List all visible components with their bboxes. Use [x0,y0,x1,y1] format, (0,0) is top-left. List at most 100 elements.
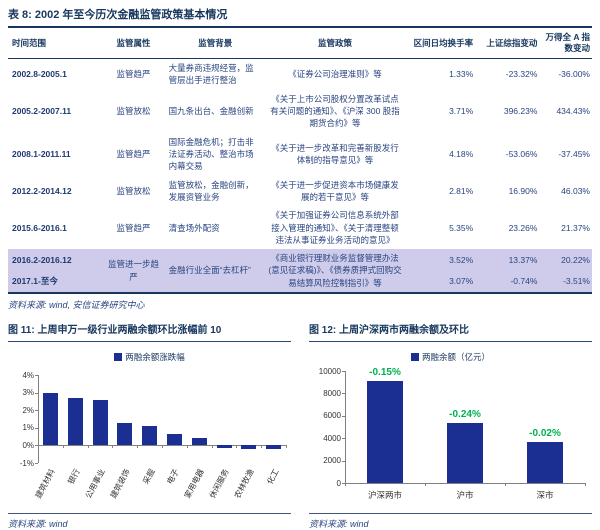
bar-沪深两市 [367,381,403,484]
column-header: 监管属性 [101,28,166,60]
y-axis-tick-label: 4000 [323,433,341,443]
cell-sse-change: 16.90% [508,185,538,196]
y-axis-tick [35,375,38,377]
cell-winda-change: -37.45% [558,148,590,159]
y-axis-tick [35,445,38,447]
cell-winda-change: -36.00% [558,69,590,80]
table-row: 2002.8-2005.1 监管趋严 大量券商违规经营，监管层出手进行整治 《证券公司… [8,59,592,90]
cell-attribute: 监管趋严 [116,222,151,233]
industry-margin-bar-chart: 4% 3% 2% 1% 0% -1% 建筑材料 银行 公用事业 建筑装饰 采掘 电子 家用电器 休闲服务农… [8,365,291,513]
figure-11-source-divider [8,513,291,515]
x-axis-label: 建筑装饰 [108,467,132,501]
x-axis-label: 公用事业 [83,467,107,501]
figure-12-source-divider [309,513,592,515]
y-axis-tick [35,427,38,429]
y-axis-tick [35,463,38,465]
x-axis-tick [162,445,163,449]
cell-policy: 《证券公司治理准则》等 [288,69,382,80]
cell-attribute: 监管放松 [116,185,151,196]
x-axis-label: 休闲服务 [207,467,231,501]
cell-policy: 《关于上市公司股权分置改革试点有关问题的通知》、《沪深 300 股指期货合约》等 [270,93,400,129]
table-source: 资料来源: wind, 安信证券研究中心 [8,300,145,311]
legend-swatch-icon [410,353,419,362]
bar-采掘 [142,426,158,446]
bar-深市 [527,441,563,484]
y-axis-tick-label: 3% [22,388,34,398]
x-axis-label: 化工 [264,467,281,486]
x-axis-label: 采掘 [140,467,157,486]
cell-time-range: 2016.2-2016.12 [8,249,102,271]
bar-公用事业 [92,399,108,446]
y-axis-tick-label: 8000 [323,388,341,398]
cell-attribute: 监管放松 [116,106,151,117]
y-axis-tick-label: 1% [22,423,34,433]
column-header: 上证综指变动 [475,28,540,60]
cell-turnover: 1.33% [449,69,474,80]
cell-winda-change: 21.37% [561,222,590,233]
cell-background: 国际金融危机；打击非法证券活动、整治市场内幕交易 [168,136,254,172]
cell-time-range: 2008.1-2011.11 [12,148,71,159]
table-header-row: 时间范围 监管属性 监管背景 监管政策 区间日均换手率 上证综指变动 万得全 A 指数变动 [8,28,592,60]
y-axis-tick [35,410,38,412]
y-axis-tick-label: 0 [336,478,341,488]
cell-sse-change: -23.32% [505,69,538,80]
x-axis-tick [186,445,188,449]
bar-建筑装饰 [117,422,133,446]
x-axis-line [345,483,585,485]
cell-background: 大量券商违规经营，监管层出手进行整治 [168,63,254,86]
cell-background: 监管放松，金融创新，发展资管业务 [168,179,254,202]
cell-sse-change: -53.06% [505,148,538,159]
x-axis-tick [87,445,89,449]
x-axis-tick [137,445,139,449]
x-axis-label: 银行 [66,467,83,486]
bar-休闲服务 [216,445,232,449]
cell-policy: 《关于进一步改革和完善新股发行体制的指导意见》等 [271,142,399,166]
figure-11-divider [8,341,291,343]
y-axis-line [38,375,39,464]
figure-12: 图 12: 上周沪深两市两融余额及环比 两融余额（亿元） 10000 8000 60… [309,318,592,530]
x-axis-tick [585,483,586,487]
y-axis-tick [342,393,345,395]
table-row: 2015.6-2016.1 监管趋严 清查场外配资 《关于加强证券公司信息系统外部接入… [8,206,592,249]
legend-label: 两融余额（亿元） [421,352,490,363]
column-header: 时间范围 [8,28,102,60]
cell-background: 国九条出台、金融创新 [168,106,254,117]
x-axis-tick [211,445,213,449]
bar-家用电器 [191,437,207,446]
legend-label: 两融余额涨跌幅 [125,352,185,363]
y-axis-tick-label: 2% [22,405,34,415]
bar-value-label: -0.02% [529,427,561,439]
x-axis-label: 家用电器 [183,467,207,501]
bar-电子 [166,434,182,446]
cell-turnover: 2.81% [449,185,474,196]
x-axis-tick [286,445,287,449]
column-header: 万得全 A 指数变动 [539,28,592,60]
table-title: 表 8: 2002 年至今历次金融监管政策基本情况 [8,9,228,21]
cell-sse-change: -0.74% [475,270,540,294]
cell-sse-change: 396.23% [503,106,538,117]
title-divider [8,26,592,28]
y-axis-tick-label: 2000 [323,456,341,466]
figure-12-title: 图 12: 上周沪深两市两融余额及环比 [309,325,470,337]
bar-value-label: -0.24% [449,408,481,420]
cell-time-range: 2005.2-2007.11 [12,106,72,117]
x-axis-tick [505,483,506,487]
y-axis-tick [35,392,38,394]
figure-11: 图 11: 上周申万一级行业两融余额环比涨幅前 10 两融余额涨跌幅 4% 3% 2… [8,318,291,530]
y-axis-tick [342,438,345,440]
cell-winda-change: 434.43% [556,106,590,117]
cell-policy: 《关于加强证券公司信息系统外部接入管理的通知》、《关于清理整顿违法从事证券业务活… [271,210,399,245]
y-axis-tick-label: 4% [22,370,34,380]
y-axis-tick [342,415,345,417]
cell-turnover: 3.52% [405,249,476,271]
cell-turnover: 3.71% [449,106,474,117]
cell-time-range: 2015.6-2016.1 [12,222,67,233]
cell-attribute: 监管趋严 [116,148,151,159]
x-axis-label: 沪市 [456,490,474,501]
cell-turnover: 4.18% [449,148,474,159]
cell-policy: 《商业银行理财业务监督管理办法(意见征求稿)》、《债券质押式回购交易结算风险控制… [264,249,406,294]
figure-12-source: 资料来源: wind [309,519,369,530]
table-row: 2012.2-2014.12 监管放松 监管放松，金融创新，发展资管业务 《关于进一步… [8,176,592,207]
y-axis-tick-label: 10000 [318,366,341,376]
